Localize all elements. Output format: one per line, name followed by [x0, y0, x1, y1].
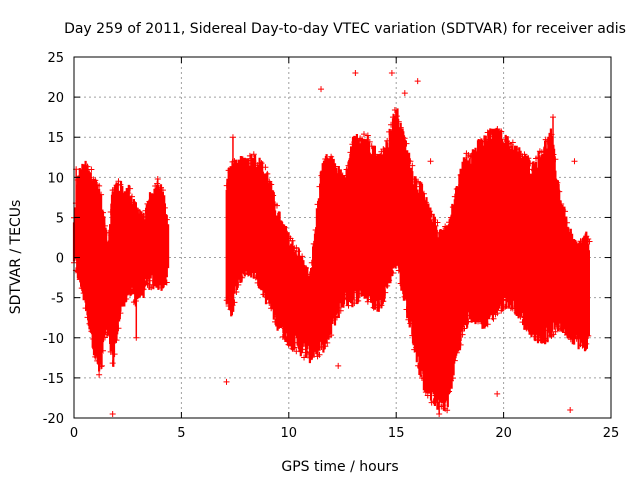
- y-tick-label: 10: [47, 171, 64, 186]
- spike-marker: [494, 390, 501, 397]
- spike-marker: [335, 362, 342, 369]
- spike-marker: [98, 362, 105, 369]
- spike-marker: [388, 70, 395, 77]
- spike-marker: [550, 114, 557, 121]
- spike-marker: [352, 70, 359, 77]
- plot-frame: [73, 56, 612, 419]
- spike-marker: [427, 158, 434, 165]
- axis-ticks: 0 5 10 15 20 25 -20 -15 -10 -5 0 5 10 15 20 25: [43, 51, 620, 441]
- y-tick-label: 0: [56, 252, 64, 267]
- x-tick-label: 0: [70, 426, 78, 441]
- x-tick-label: 5: [177, 426, 185, 441]
- y-tick-label: 25: [47, 51, 64, 66]
- x-tick-label: 25: [603, 426, 620, 441]
- y-tick-label: 15: [47, 131, 64, 146]
- y-tick-label: -20: [43, 412, 64, 427]
- y-tick-label: -10: [43, 332, 64, 347]
- spike-marker: [567, 406, 574, 413]
- spike-marker: [401, 90, 408, 97]
- x-axis-label: GPS time / hours: [281, 459, 398, 475]
- spike-marker: [318, 86, 325, 93]
- y-tick-label: -15: [43, 372, 64, 387]
- y-tick-label: 20: [47, 91, 64, 106]
- y-tick-label: -5: [51, 292, 64, 307]
- data-points: [71, 70, 593, 417]
- spike-marker: [223, 378, 230, 385]
- x-tick-label: 15: [388, 426, 405, 441]
- chart-title: Day 259 of 2011, Sidereal Day-to-day VTE…: [64, 21, 626, 37]
- spike-marker: [571, 158, 578, 165]
- x-tick-label: 10: [281, 426, 298, 441]
- spike-marker: [154, 175, 161, 182]
- spike-marker: [436, 410, 443, 417]
- spike-marker: [133, 334, 140, 341]
- x-tick-label: 20: [495, 426, 512, 441]
- spike-marker: [229, 134, 236, 141]
- spike-marker: [109, 410, 116, 417]
- y-axis-label: SDTVAR / TECUs: [8, 200, 24, 315]
- spike-marker: [414, 78, 421, 85]
- spike-marker: [586, 238, 593, 245]
- y-tick-label: 5: [56, 211, 64, 226]
